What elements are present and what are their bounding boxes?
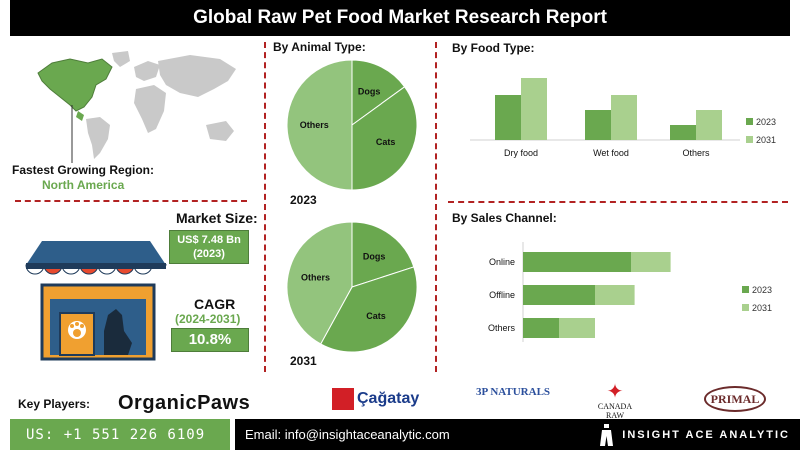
market-size-box: US$ 7.48 Bn (2023): [169, 230, 249, 264]
food-type-title: By Food Type:: [452, 41, 535, 55]
sales-channel-title: By Sales Channel:: [452, 211, 557, 225]
sales-channel-bar-chart: Online Offline Others 2023 2031: [488, 242, 772, 342]
legend-label: 2023: [756, 117, 776, 127]
market-size-year: (2023): [193, 248, 225, 260]
pie-label: Cats: [376, 137, 396, 147]
x-tick-label: Dry food: [504, 148, 538, 158]
x-tick-label: Wet food: [593, 148, 629, 158]
bar-others-2023: [523, 318, 559, 338]
bar-dry-food-2023: [495, 95, 521, 140]
x-tick-label: Others: [682, 148, 710, 158]
legend-label: 2031: [752, 303, 772, 313]
bar-dry-food-2031: [521, 78, 547, 140]
legend-swatch: [742, 286, 749, 293]
pie-slice-cats: [320, 266, 418, 353]
legend-swatch: [742, 304, 749, 311]
page-title: Global Raw Pet Food Market Research Repo…: [10, 0, 790, 36]
cagr-label: CAGR: [194, 296, 236, 312]
region-label: Fastest Growing Region:: [12, 163, 155, 177]
animal-type-pie-2023: Dogs Cats Others: [286, 59, 418, 191]
market-size-label: Market Size:: [176, 210, 258, 226]
y-tick-label: Others: [488, 323, 516, 333]
brand-logo: INSIGHT ACE ANALYTIC: [600, 423, 790, 446]
maple-leaf-icon: ✦: [606, 381, 624, 403]
animal-type-pie-2031: Dogs Cats Others: [286, 221, 418, 353]
3p-naturals-logo: 3P NATURALS: [475, 386, 551, 398]
pie-label: Dogs: [358, 86, 381, 96]
pie-slice-dogs: [351, 221, 415, 288]
bar-online-2023: [523, 252, 631, 272]
cagr-period: (2024-2031): [175, 312, 241, 326]
bar-wet-food-2031: [611, 95, 637, 140]
food-type-bar-chart: Dry food Wet food Others 2023 2031: [470, 78, 776, 158]
divider: [448, 201, 788, 203]
bar-offline-2023: [523, 285, 595, 305]
bar-others-2031: [696, 110, 722, 140]
y-tick-label: Online: [489, 257, 515, 267]
pie-slice-others: [286, 59, 353, 191]
cagatay-mark-icon: [332, 388, 354, 410]
footer-bar: Email: info@insightaceanalytic.com INSIG…: [235, 419, 800, 450]
organicpaws-logo: OrganicPaws: [118, 392, 251, 414]
bar-wet-food-2023: [585, 110, 611, 140]
legend-label: 2031: [756, 135, 776, 145]
pie-label: Cats: [366, 311, 386, 321]
pie-label: Others: [301, 273, 330, 283]
pie-slice-others: [286, 221, 353, 345]
bar-offline-2031: [595, 285, 635, 305]
pie-slice-dogs: [351, 59, 406, 126]
bar-online-2031: [631, 252, 671, 272]
region-value: North America: [42, 178, 125, 192]
phone-number[interactable]: US: +1 551 226 6109: [10, 419, 230, 450]
bar-others-2023: [670, 125, 696, 140]
pie-year-label: 2023: [290, 193, 317, 207]
primal-logo: PRIMAL: [704, 386, 766, 412]
canada-raw-logo: ✦ CANADA RAW: [590, 382, 640, 420]
key-players-label: Key Players:: [18, 397, 91, 411]
pie-label: Others: [300, 120, 329, 130]
legend-label: 2023: [752, 285, 772, 295]
pet-shop-icon: [25, 241, 168, 361]
cagatay-logo: Çağatay: [332, 388, 419, 410]
cagr-value: 10.8%: [171, 328, 249, 352]
divider: [435, 42, 437, 372]
divider: [15, 200, 247, 202]
y-tick-label: Offline: [489, 290, 515, 300]
animal-type-title: By Animal Type:: [273, 40, 366, 54]
pie-year-label: 2031: [290, 354, 317, 368]
legend-swatch: [746, 118, 753, 125]
market-size-value: US$ 7.48 Bn: [177, 234, 241, 246]
email-address[interactable]: Email: info@insightaceanalytic.com: [245, 427, 450, 442]
legend-swatch: [746, 136, 753, 143]
world-map-icon: [37, 51, 236, 163]
divider: [264, 42, 266, 372]
insightace-mark-icon: [600, 423, 614, 446]
bar-others-2031: [559, 318, 595, 338]
pie-slice-cats: [351, 86, 418, 191]
pie-label: Dogs: [363, 252, 386, 262]
